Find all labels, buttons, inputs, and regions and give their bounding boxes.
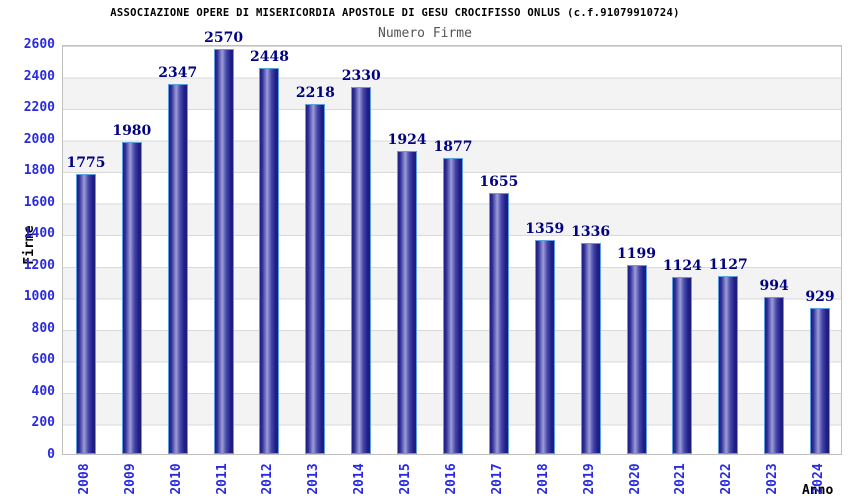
x-axis-tick-label: 2023 (765, 463, 781, 495)
bar-2017 (488, 193, 509, 454)
bar-value-label: 1775 (66, 155, 106, 172)
bar-value-label: 1924 (387, 131, 427, 148)
y-axis-tick-label: 0 (47, 447, 55, 462)
x-axis-tick-label: 2015 (398, 463, 414, 495)
x-axis-tick-label: 2010 (168, 463, 184, 495)
bar-value-label: 1127 (708, 257, 748, 274)
bar-2010 (167, 83, 188, 454)
x-axis-tick-label: 2024 (811, 463, 827, 495)
bar-2018 (534, 239, 555, 454)
y-axis-tick-label: 400 (31, 383, 55, 399)
bar-value-label: 1124 (662, 257, 702, 274)
y-axis-tick-label: 200 (31, 415, 55, 431)
y-axis-tick-label: 600 (31, 352, 55, 368)
x-axis-tick-label: 2020 (627, 463, 643, 495)
bar-value-label: 2330 (341, 67, 381, 84)
bar-value-label: 2570 (204, 29, 244, 46)
y-axis-tick-label: 2600 (23, 37, 55, 52)
bar-value-label: 1877 (433, 139, 473, 156)
x-axis-tick-label: 2008 (76, 463, 92, 495)
y-axis-tick-label: 1400 (23, 226, 55, 242)
bar-2020 (626, 264, 647, 454)
x-axis-label: Anno (802, 483, 834, 498)
chart-title: ASSOCIAZIONE OPERE DI MISERICORDIA APOST… (110, 7, 680, 19)
y-axis-tick-label: 1800 (23, 163, 55, 179)
x-axis-tick-label: 2014 (352, 463, 368, 495)
bar-2023 (764, 297, 785, 454)
bar-2011 (213, 48, 234, 454)
plot-area: 1775 1980 2347 2570 2448 2218 2330 1924 1877 1655… (62, 30, 842, 455)
bar-value-label: 929 (805, 288, 835, 305)
y-axis-tick-label: 2200 (23, 100, 55, 116)
bar-2015 (397, 150, 418, 454)
x-axis-tick-label: 2009 (122, 463, 138, 495)
x-axis-tick-label: 2012 (260, 463, 276, 495)
y-axis-tick-label: 1600 (23, 194, 55, 210)
bar-value-label: 2448 (249, 48, 289, 65)
x-axis-tick-label: 2017 (489, 463, 505, 495)
bar-value-label: 994 (759, 278, 789, 295)
bar-2024 (810, 307, 831, 454)
bar-2014 (351, 86, 372, 454)
x-axis-tick-label: 2016 (444, 463, 459, 495)
bar-2008 (75, 174, 96, 454)
x-axis-tick-label: 2021 (673, 463, 689, 495)
bar-2022 (718, 276, 739, 454)
bar-value-label: 2218 (295, 85, 335, 102)
x-axis-tick-label: 2019 (581, 463, 597, 495)
x-axis-tick-label: 2013 (306, 463, 322, 495)
y-axis-tick-label: 1000 (23, 289, 55, 305)
bar-2012 (259, 67, 280, 454)
bar-2016 (443, 158, 463, 454)
bar-value-label: 1655 (479, 174, 519, 191)
bar-value-label: 2347 (158, 64, 198, 81)
bar-value-label: 1199 (617, 245, 656, 262)
y-axis-tick-label: 800 (31, 320, 55, 336)
y-axis-tick-label: 2400 (23, 68, 55, 84)
chart-subtitle: Numero Firme (378, 26, 472, 41)
x-axis-tick-label: 2018 (535, 463, 551, 495)
y-axis-tick-label: 2000 (23, 131, 55, 147)
bar-2019 (580, 243, 601, 454)
bar-2021 (672, 276, 693, 454)
bar-value-label: 1359 (525, 220, 565, 237)
bar-2009 (121, 141, 142, 454)
y-axis-tick-label: 1200 (23, 257, 55, 273)
bar-value-label: 1980 (112, 122, 152, 139)
bar-2013 (305, 104, 326, 454)
x-axis-tick-label: 2022 (719, 463, 735, 495)
bar-value-label: 1336 (571, 224, 611, 241)
x-axis-tick-label: 2011 (214, 463, 230, 495)
